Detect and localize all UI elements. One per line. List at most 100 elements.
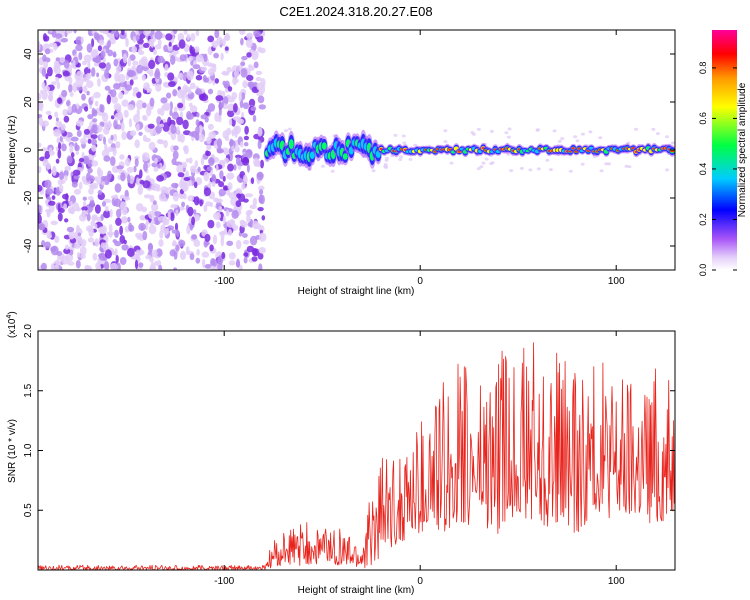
noise-cell <box>506 135 511 139</box>
noise-cell <box>236 193 242 199</box>
noise-cell <box>107 40 111 48</box>
noise-cell <box>110 134 114 141</box>
noise-cell <box>177 172 185 178</box>
noise-cell <box>206 136 212 145</box>
noise-cell <box>246 214 251 223</box>
noise-cell <box>120 172 126 182</box>
noise-cell <box>165 33 173 41</box>
noise-cell <box>238 264 243 270</box>
noise-cell <box>107 49 114 57</box>
noise-cell <box>46 162 51 170</box>
noise-cell <box>149 97 155 107</box>
noise-cell <box>106 231 115 236</box>
noise-cell <box>170 55 176 65</box>
noise-cell <box>240 68 248 78</box>
noise-cell <box>56 137 60 144</box>
noise-cell <box>193 239 201 247</box>
noise-cell <box>142 152 150 162</box>
noise-cell <box>57 149 62 159</box>
noise-cell <box>80 137 88 145</box>
noise-cell <box>224 150 229 156</box>
noise-cell <box>247 81 255 88</box>
noise-cell <box>228 229 232 236</box>
noise-cell <box>193 196 200 206</box>
noise-cell <box>171 111 179 120</box>
x-tick-label: 0 <box>417 576 423 587</box>
noise-cell <box>83 85 88 93</box>
noise-cell <box>191 234 198 240</box>
band-cell <box>342 153 348 160</box>
noise-cell <box>235 260 241 268</box>
noise-cell <box>101 112 106 117</box>
noise-cell <box>82 155 90 165</box>
noise-cell <box>104 249 112 259</box>
noise-cell <box>44 48 51 55</box>
noise-cell <box>220 230 225 241</box>
noise-cell <box>103 127 110 135</box>
noise-cell <box>85 72 92 80</box>
noise-cell <box>476 167 481 171</box>
noise-cell <box>111 96 118 104</box>
noise-cell <box>93 32 98 40</box>
noise-cell <box>191 130 198 138</box>
noise-cell <box>148 141 156 151</box>
noise-cell <box>443 129 448 133</box>
y-tick-label: 0 <box>23 147 34 153</box>
noise-cell <box>92 118 98 123</box>
noise-cell <box>203 77 210 83</box>
noise-cell <box>167 72 175 81</box>
noise-cell <box>188 157 193 164</box>
noise-cell <box>227 109 235 118</box>
noise-cell <box>69 144 74 154</box>
noise-cell <box>142 230 148 241</box>
noise-cell <box>258 263 263 270</box>
noise-cell <box>112 133 118 142</box>
noise-cell <box>203 187 211 197</box>
noise-cell <box>83 133 88 139</box>
noise-cell <box>170 124 177 134</box>
noise-cell <box>190 33 196 42</box>
noise-cell <box>172 191 179 202</box>
noise-cell <box>188 217 192 224</box>
noise-cell <box>87 159 94 168</box>
noise-cell <box>481 161 486 165</box>
noise-cell <box>224 34 231 41</box>
noise-cell <box>227 86 233 92</box>
noise-cell <box>75 144 80 151</box>
multiplier-base: (x10 <box>7 318 18 338</box>
noise-cell <box>223 157 230 164</box>
noise-cell <box>64 244 69 250</box>
noise-cell <box>114 112 120 122</box>
noise-cell <box>257 160 261 168</box>
noise-cell <box>184 86 192 92</box>
noise-cell <box>71 181 78 188</box>
noise-cell <box>208 68 215 76</box>
noise-cell <box>159 107 165 116</box>
noise-cell <box>449 161 454 165</box>
noise-cell <box>72 169 81 176</box>
x-tick-label: -100 <box>214 276 234 287</box>
noise-cell <box>120 218 129 224</box>
noise-cell <box>127 216 131 223</box>
noise-cell <box>147 123 155 129</box>
noise-cell <box>50 220 58 226</box>
noise-cell <box>51 195 56 201</box>
noise-cell <box>536 167 541 171</box>
noise-cell <box>91 67 96 77</box>
noise-cell <box>115 217 122 226</box>
snr-series-line <box>38 342 675 570</box>
noise-cell <box>233 164 237 171</box>
noise-cell <box>94 223 98 230</box>
noise-cell <box>149 194 155 203</box>
noise-cell <box>91 38 95 48</box>
noise-cell <box>92 252 98 261</box>
noise-cell <box>190 59 194 66</box>
noise-cell <box>158 264 163 270</box>
noise-cell <box>136 64 144 74</box>
noise-cell <box>72 59 76 69</box>
noise-cell <box>40 89 44 95</box>
noise-cell <box>70 152 75 158</box>
noise-cell <box>227 96 235 103</box>
noise-cell <box>121 99 129 107</box>
noise-cell <box>100 214 104 221</box>
